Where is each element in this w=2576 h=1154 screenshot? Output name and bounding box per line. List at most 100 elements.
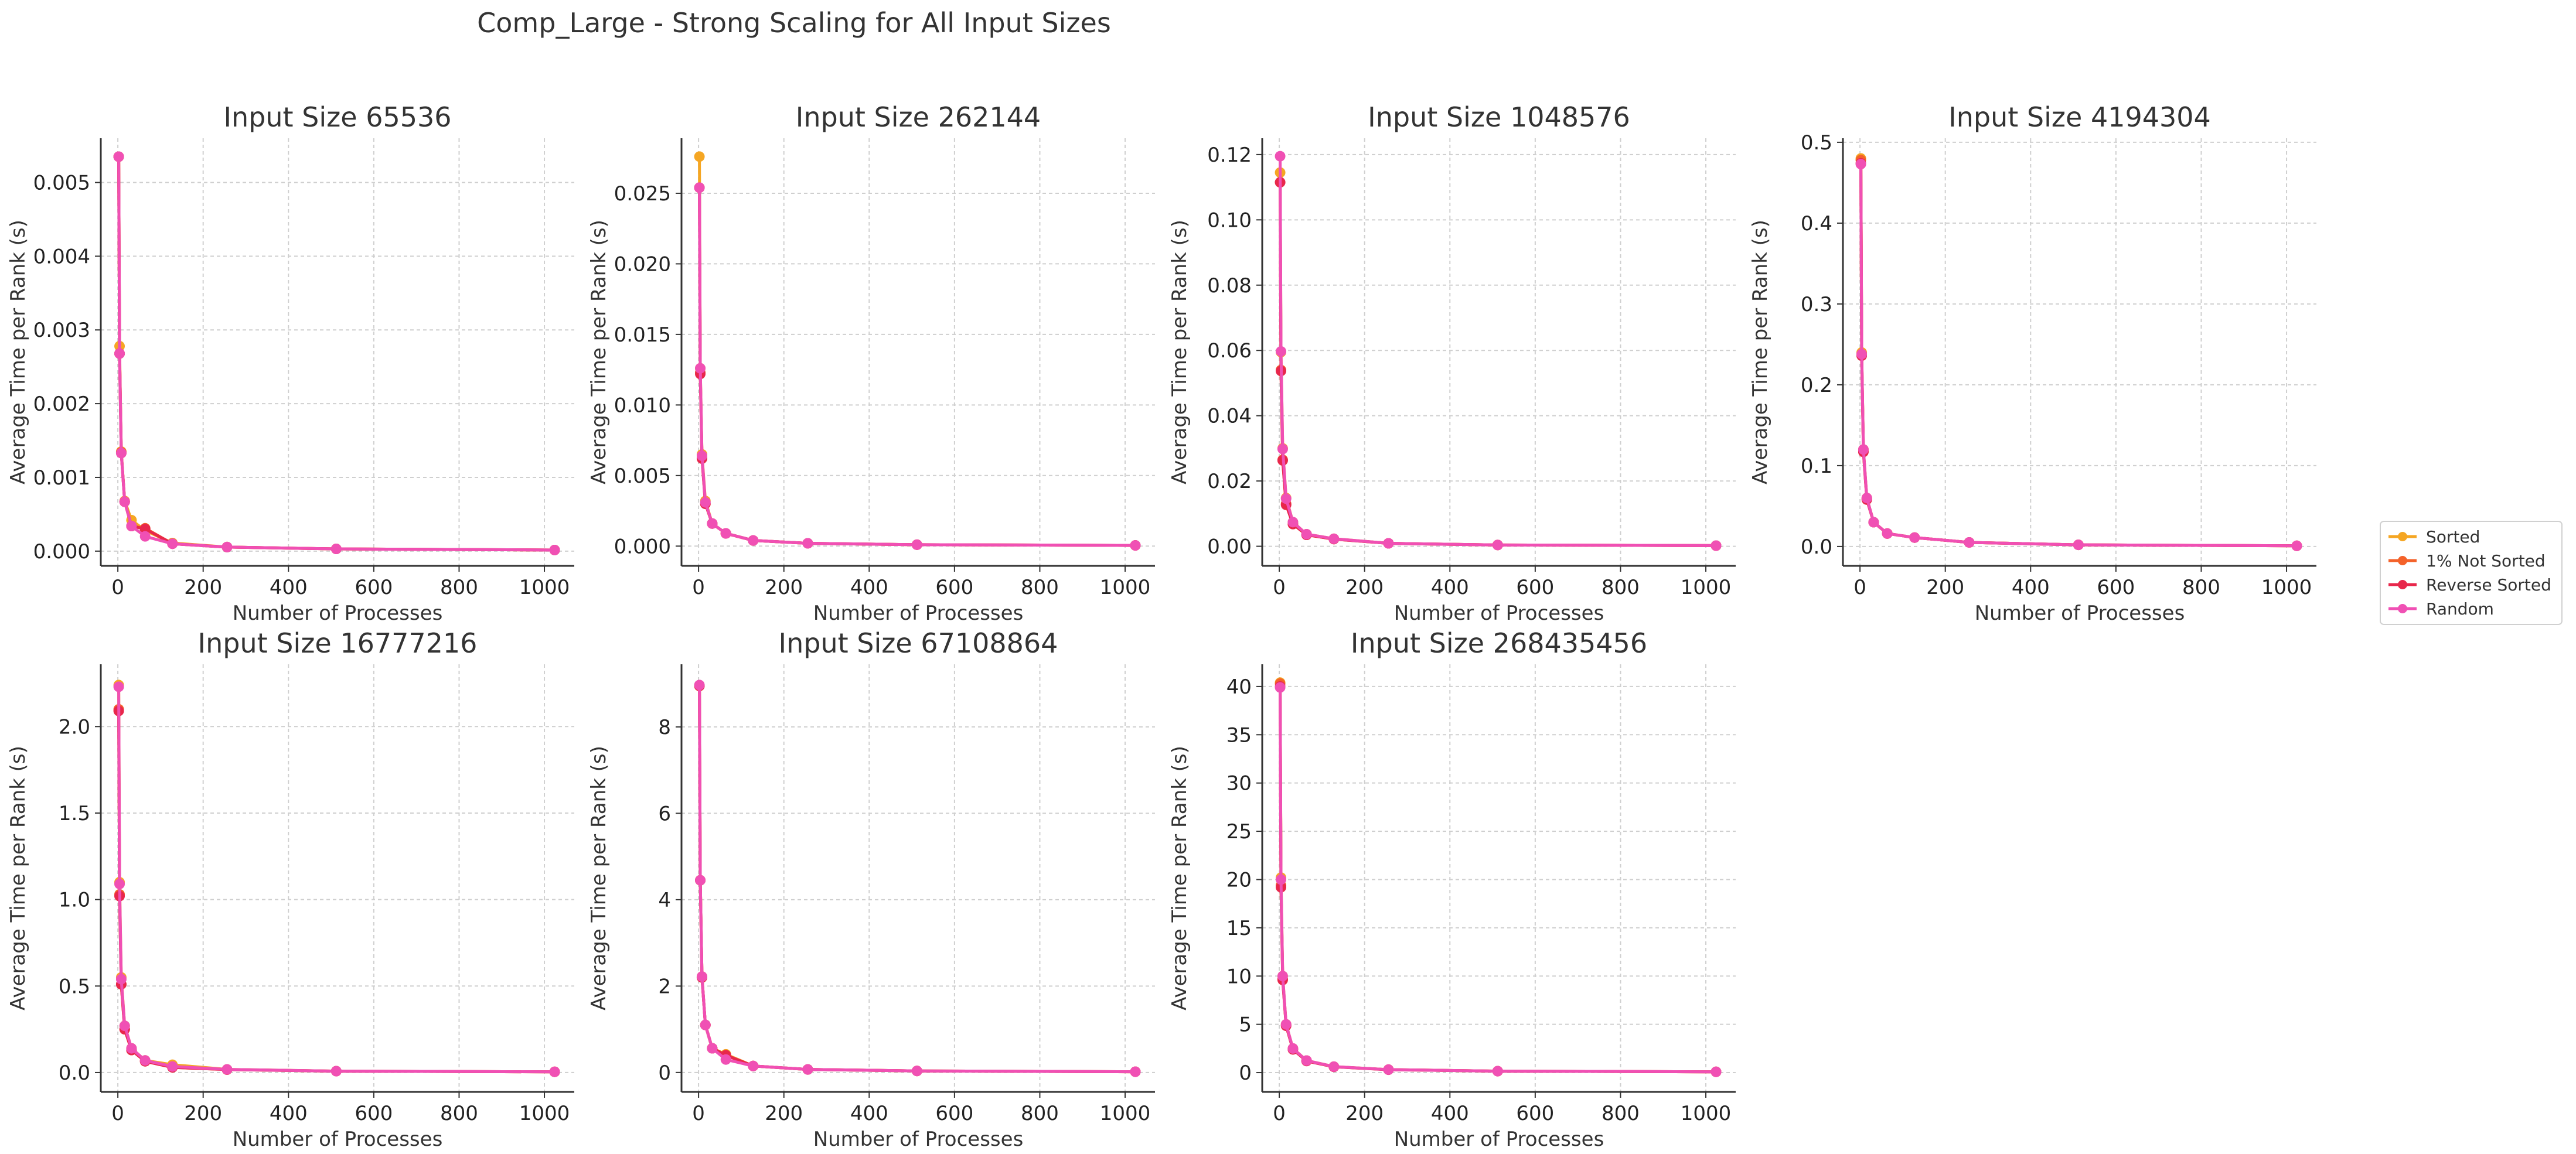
x-tick-label: 600 — [1516, 576, 1554, 599]
y-tick-label: 40 — [1226, 675, 1252, 699]
data-point — [119, 496, 130, 507]
x-tick-label: 400 — [850, 1102, 888, 1125]
y-axis-label: Average Time per Rank (s) — [1168, 746, 1191, 1010]
x-tick-label: 1000 — [2261, 576, 2312, 599]
series-line-1-not-sorted — [698, 685, 1136, 1074]
y-tick-label: 6 — [658, 802, 671, 825]
y-tick-label: 0 — [658, 1061, 671, 1085]
y-axis-label: Average Time per Rank (s) — [1168, 220, 1191, 484]
legend-label: 1% Not Sorted — [2426, 551, 2546, 571]
data-point — [549, 1066, 560, 1077]
x-tick-label: 200 — [1345, 576, 1384, 599]
series-line-random — [698, 187, 1136, 547]
y-tick-label: 0.020 — [614, 252, 671, 276]
x-axis-label: Number of Processes — [233, 602, 443, 625]
data-point — [696, 971, 707, 982]
series-line-random — [1279, 687, 1716, 1074]
x-tick-label: 800 — [1602, 1102, 1640, 1125]
x-axis-label: Number of Processes — [1394, 602, 1604, 625]
data-point — [1882, 528, 1893, 539]
y-axis-label: Average Time per Rank (s) — [587, 746, 611, 1010]
data-point — [707, 1043, 718, 1054]
panel-title: Input Size 268435456 — [1351, 627, 1647, 659]
data-point — [1710, 540, 1722, 551]
data-point — [126, 521, 137, 532]
y-tick-label: 2.0 — [59, 715, 90, 739]
data-point — [1861, 493, 1872, 504]
x-tick-label: 1000 — [1100, 576, 1151, 599]
y-tick-label: 0.0 — [1801, 535, 1832, 559]
x-tick-label: 400 — [1431, 1102, 1469, 1125]
y-tick-label: 15 — [1226, 917, 1252, 940]
y-tick-label: 0.010 — [614, 394, 671, 417]
x-tick-label: 1000 — [519, 1102, 570, 1125]
data-point — [1855, 159, 1866, 170]
data-point — [115, 448, 127, 459]
data-point — [1130, 540, 1141, 551]
series-line-1-not-sorted — [1279, 182, 1716, 547]
chart-panel-4: 0 200 400 600 800 1000 0.0 0.1 0.2 0.3 0.4 0.5 Input… — [1749, 101, 2316, 625]
x-tick-label: 0 — [1273, 576, 1286, 599]
data-point — [802, 1064, 813, 1075]
data-point — [1277, 443, 1288, 455]
x-tick-label: 800 — [1021, 576, 1059, 599]
series-line-reverse-sorted — [698, 187, 1136, 547]
data-point — [115, 974, 127, 985]
data-point — [113, 681, 124, 692]
x-axis-label: Number of Processes — [1394, 1128, 1604, 1151]
series-line-reverse-sorted — [1279, 182, 1716, 547]
data-point — [167, 538, 178, 549]
series-line-random — [1859, 164, 2297, 548]
data-point — [1383, 538, 1394, 549]
y-axis-label: Average Time per Rank (s) — [587, 220, 611, 484]
series-line-sorted — [117, 156, 555, 552]
x-tick-label: 400 — [1431, 576, 1469, 599]
data-point — [695, 875, 706, 886]
series-line-reverse-sorted — [1859, 163, 2297, 548]
x-tick-label: 0 — [111, 1102, 124, 1125]
series-line-sorted — [698, 156, 1136, 547]
data-point — [1301, 1055, 1312, 1066]
y-tick-label: 0.2 — [1801, 374, 1832, 397]
x-axis-label: Number of Processes — [1975, 602, 2185, 625]
series-line-random — [117, 156, 555, 552]
legend-swatch-marker — [2398, 556, 2407, 565]
series-line-sorted — [1279, 172, 1716, 547]
legend-label: Reverse Sorted — [2426, 575, 2551, 595]
x-tick-label: 800 — [440, 1102, 478, 1125]
y-tick-label: 1.5 — [59, 802, 90, 825]
data-point — [1287, 1043, 1299, 1054]
x-tick-label: 600 — [355, 1102, 393, 1125]
data-point — [2291, 540, 2302, 551]
y-tick-label: 10 — [1226, 965, 1252, 988]
y-tick-label: 0.0 — [59, 1061, 90, 1085]
series-line-1-not-sorted — [117, 156, 555, 552]
x-tick-label: 600 — [1516, 1102, 1554, 1125]
chart-panel-2: 0 200 400 600 800 1000 0.000 0.005 0.010 0.015 0.0… — [587, 101, 1155, 625]
y-tick-label: 0.001 — [33, 466, 90, 490]
data-point — [696, 450, 707, 462]
y-tick-label: 0.3 — [1801, 293, 1832, 316]
x-tick-label: 400 — [2012, 576, 2050, 599]
legend-label: Random — [2426, 599, 2494, 619]
x-tick-label: 400 — [850, 576, 888, 599]
x-axis-label: Number of Processes — [233, 1128, 443, 1151]
data-point — [1856, 349, 1868, 360]
legend-label: Sorted — [2426, 527, 2480, 547]
series-line-reverse-sorted — [117, 156, 555, 552]
x-axis-label: Number of Processes — [813, 1128, 1024, 1151]
y-tick-label: 0.06 — [1207, 339, 1252, 363]
y-tick-label: 0.5 — [59, 975, 90, 998]
series-line-reverse-sorted — [698, 685, 1136, 1074]
y-axis-label: Average Time per Rank (s) — [6, 746, 30, 1010]
data-point — [1287, 517, 1299, 528]
panel-title: Input Size 67108864 — [779, 627, 1058, 659]
x-tick-label: 200 — [184, 1102, 222, 1125]
x-tick-label: 200 — [765, 1102, 803, 1125]
y-tick-label: 35 — [1226, 723, 1252, 747]
data-point — [720, 528, 731, 539]
x-tick-label: 1000 — [1681, 576, 1732, 599]
data-point — [222, 541, 233, 552]
panel-title: Input Size 4194304 — [1948, 101, 2211, 133]
x-tick-label: 600 — [935, 576, 973, 599]
